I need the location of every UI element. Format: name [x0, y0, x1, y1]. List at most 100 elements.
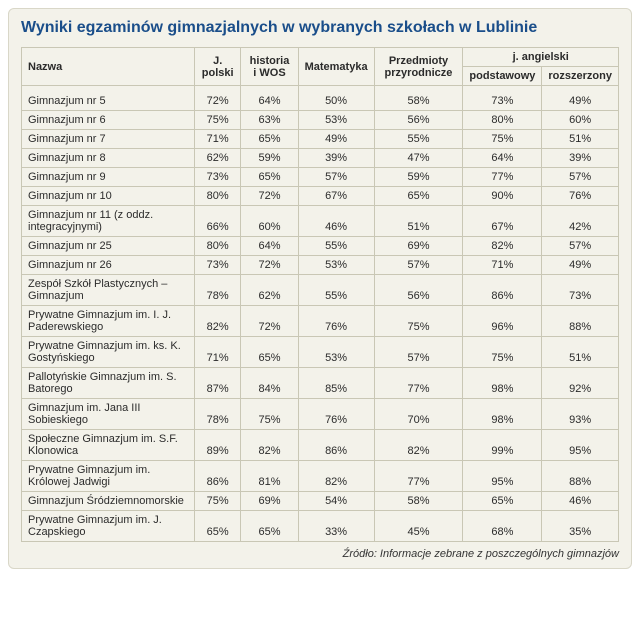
table-row: Gimnazjum nr 2580%64%55%69%82%57% [22, 237, 619, 256]
cell-name: Gimnazjum nr 10 [22, 187, 195, 206]
cell-math: 33% [298, 511, 374, 542]
cell-math: 49% [298, 130, 374, 149]
cell-history: 65% [241, 130, 298, 149]
cell-eng_ext: 76% [542, 187, 619, 206]
cell-eng_basic: 90% [463, 187, 542, 206]
cell-eng_basic: 98% [463, 399, 542, 430]
col-name: Nazwa [22, 48, 195, 86]
cell-eng_ext: 73% [542, 275, 619, 306]
cell-eng_ext: 95% [542, 430, 619, 461]
cell-science: 57% [374, 256, 463, 275]
cell-name: Gimnazjum nr 5 [22, 92, 195, 111]
cell-eng_basic: 95% [463, 461, 542, 492]
cell-history: 63% [241, 111, 298, 130]
cell-polish: 71% [195, 337, 241, 368]
cell-name: Gimnazjum nr 11 (z oddz. integracyjnymi) [22, 206, 195, 237]
cell-name: Pallotyńskie Gimnazjum im. S. Batorego [22, 368, 195, 399]
cell-math: 53% [298, 256, 374, 275]
cell-eng_basic: 99% [463, 430, 542, 461]
cell-science: 55% [374, 130, 463, 149]
cell-science: 57% [374, 337, 463, 368]
cell-eng_ext: 51% [542, 130, 619, 149]
cell-math: 76% [298, 306, 374, 337]
cell-math: 85% [298, 368, 374, 399]
cell-math: 53% [298, 337, 374, 368]
cell-math: 50% [298, 92, 374, 111]
col-english-ext: rozszerzony [542, 67, 619, 86]
cell-name: Gimnazjum nr 7 [22, 130, 195, 149]
cell-history: 69% [241, 492, 298, 511]
cell-eng_ext: 88% [542, 306, 619, 337]
table-row: Gimnazjum im. Jana III Sobieskiego78%75%… [22, 399, 619, 430]
cell-science: 51% [374, 206, 463, 237]
results-card: Wyniki egzaminów gimnazjalnych w wybrany… [8, 8, 632, 569]
cell-eng_ext: 60% [542, 111, 619, 130]
cell-eng_basic: 96% [463, 306, 542, 337]
cell-polish: 73% [195, 168, 241, 187]
cell-history: 62% [241, 275, 298, 306]
cell-name: Gimnazjum Śródziemnomorskie [22, 492, 195, 511]
cell-name: Prywatne Gimnazjum im. ks. K. Gostyńskie… [22, 337, 195, 368]
cell-eng_basic: 64% [463, 149, 542, 168]
cell-math: 55% [298, 275, 374, 306]
cell-history: 65% [241, 168, 298, 187]
table-row: Gimnazjum nr 675%63%53%56%80%60% [22, 111, 619, 130]
cell-science: 77% [374, 368, 463, 399]
table-row: Gimnazjum nr 771%65%49%55%75%51% [22, 130, 619, 149]
cell-name: Społeczne Gimnazjum im. S.F. Klonowica [22, 430, 195, 461]
cell-polish: 66% [195, 206, 241, 237]
cell-eng_ext: 57% [542, 237, 619, 256]
cell-history: 59% [241, 149, 298, 168]
cell-name: Gimnazjum nr 25 [22, 237, 195, 256]
cell-history: 65% [241, 511, 298, 542]
cell-eng_basic: 65% [463, 492, 542, 511]
cell-eng_basic: 68% [463, 511, 542, 542]
cell-eng_ext: 92% [542, 368, 619, 399]
cell-science: 69% [374, 237, 463, 256]
cell-polish: 89% [195, 430, 241, 461]
cell-history: 84% [241, 368, 298, 399]
cell-polish: 80% [195, 237, 241, 256]
cell-eng_ext: 88% [542, 461, 619, 492]
cell-polish: 78% [195, 399, 241, 430]
cell-math: 53% [298, 111, 374, 130]
cell-eng_ext: 46% [542, 492, 619, 511]
table-row: Gimnazjum nr 862%59%39%47%64%39% [22, 149, 619, 168]
cell-polish: 86% [195, 461, 241, 492]
cell-polish: 75% [195, 111, 241, 130]
cell-eng_ext: 49% [542, 92, 619, 111]
col-polish: J. polski [195, 48, 241, 86]
cell-science: 65% [374, 187, 463, 206]
table-row: Gimnazjum nr 973%65%57%59%77%57% [22, 168, 619, 187]
cell-math: 46% [298, 206, 374, 237]
cell-name: Prywatne Gimnazjum im. Królowej Jadwigi [22, 461, 195, 492]
table-row: Gimnazjum nr 2673%72%53%57%71%49% [22, 256, 619, 275]
cell-history: 82% [241, 430, 298, 461]
table-row: Gimnazjum nr 572%64%50%58%73%49% [22, 92, 619, 111]
cell-science: 70% [374, 399, 463, 430]
cell-science: 75% [374, 306, 463, 337]
cell-math: 39% [298, 149, 374, 168]
cell-polish: 82% [195, 306, 241, 337]
cell-eng_ext: 35% [542, 511, 619, 542]
col-english-basic: podstawowy [463, 67, 542, 86]
cell-history: 75% [241, 399, 298, 430]
cell-math: 54% [298, 492, 374, 511]
source-note: Źródło: Informacje zebrane z poszczególn… [21, 548, 619, 560]
cell-eng_basic: 77% [463, 168, 542, 187]
cell-science: 82% [374, 430, 463, 461]
cell-eng_ext: 49% [542, 256, 619, 275]
table-row: Prywatne Gimnazjum im. J. Czapskiego65%6… [22, 511, 619, 542]
table-row: Prywatne Gimnazjum im. Królowej Jadwigi8… [22, 461, 619, 492]
cell-name: Gimnazjum nr 8 [22, 149, 195, 168]
cell-math: 76% [298, 399, 374, 430]
cell-science: 56% [374, 275, 463, 306]
table-row: Gimnazjum Śródziemnomorskie75%69%54%58%6… [22, 492, 619, 511]
col-math: Matematyka [298, 48, 374, 86]
cell-science: 45% [374, 511, 463, 542]
cell-polish: 65% [195, 511, 241, 542]
cell-eng_ext: 93% [542, 399, 619, 430]
col-history: historia i WOS [241, 48, 298, 86]
cell-history: 81% [241, 461, 298, 492]
card-title: Wyniki egzaminów gimnazjalnych w wybrany… [21, 19, 619, 37]
